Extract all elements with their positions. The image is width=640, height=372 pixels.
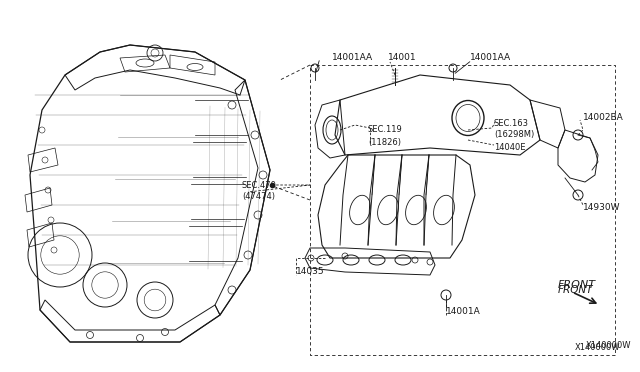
Text: 14001: 14001 — [388, 54, 417, 62]
Text: 14035: 14035 — [296, 267, 324, 276]
Text: (11826): (11826) — [368, 138, 401, 147]
Text: X140000W: X140000W — [586, 340, 632, 350]
Text: FRONT: FRONT — [558, 280, 596, 290]
Text: 14040E: 14040E — [494, 142, 525, 151]
Text: 14001AA: 14001AA — [470, 54, 511, 62]
Text: 14002BA: 14002BA — [583, 113, 624, 122]
Text: FRONT: FRONT — [558, 285, 593, 295]
Text: SEC.119: SEC.119 — [368, 125, 403, 135]
Text: (47474): (47474) — [242, 192, 275, 202]
Text: SEC.163: SEC.163 — [494, 119, 529, 128]
Text: (16298M): (16298M) — [494, 131, 534, 140]
Text: 14001AA: 14001AA — [332, 54, 373, 62]
Text: 14930W: 14930W — [583, 203, 621, 212]
Text: SEC.470: SEC.470 — [242, 180, 277, 189]
Text: 14001A: 14001A — [446, 308, 481, 317]
Text: X140000W: X140000W — [575, 343, 621, 353]
